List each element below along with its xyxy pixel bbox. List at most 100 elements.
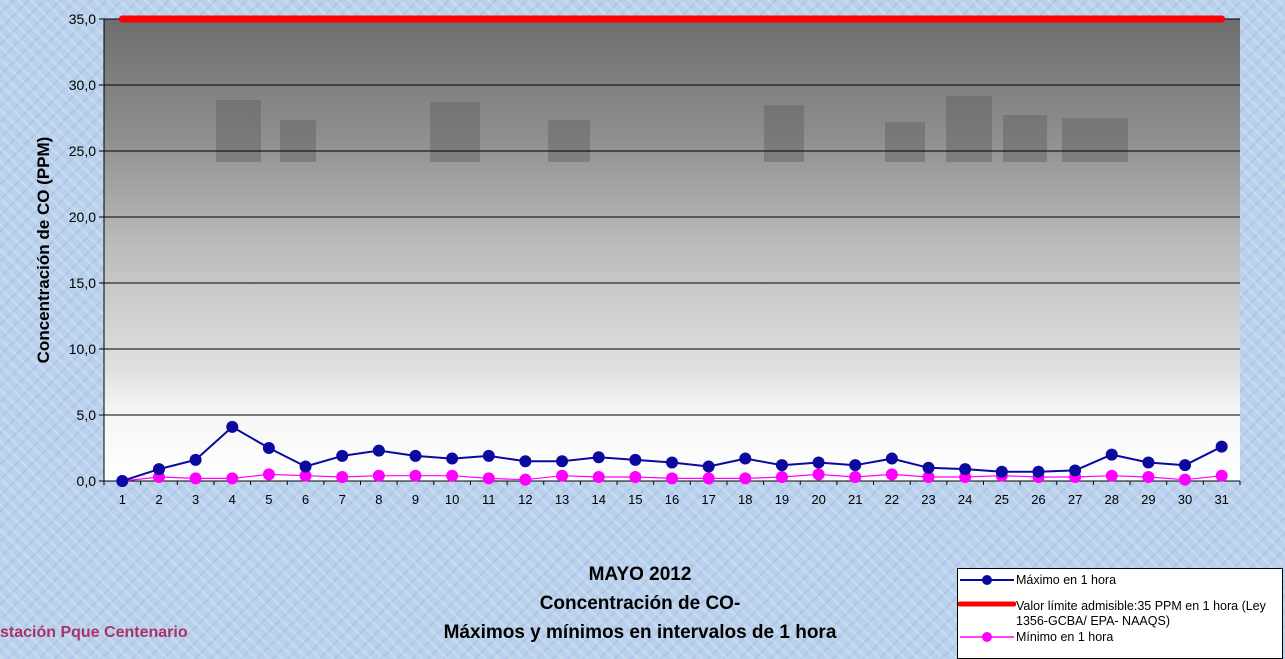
legend-label-max: Máximo en 1 hora bbox=[1016, 573, 1117, 587]
data-point-2 bbox=[299, 469, 312, 482]
data-point-0 bbox=[336, 449, 349, 462]
legend-swatch-min bbox=[960, 632, 1014, 642]
data-point-2 bbox=[629, 471, 642, 484]
legend-label-limit: Valor límite admisible:35 PPM en 1 hora … bbox=[1016, 599, 1266, 628]
data-point-2 bbox=[482, 472, 495, 485]
y-tick-label: 0,0 bbox=[77, 473, 97, 489]
y-tick-label: 10,0 bbox=[69, 341, 96, 357]
data-point-0 bbox=[519, 455, 532, 468]
data-point-2 bbox=[666, 472, 678, 485]
x-tick-label: 8 bbox=[375, 492, 382, 507]
x-tick-label: 10 bbox=[445, 492, 459, 507]
data-point-0 bbox=[629, 453, 642, 466]
x-tick-label: 9 bbox=[412, 492, 419, 507]
data-point-2 bbox=[812, 468, 825, 481]
x-tick-label: 27 bbox=[1068, 492, 1082, 507]
data-point-2 bbox=[885, 468, 898, 481]
data-point-2 bbox=[739, 472, 752, 485]
data-point-0 bbox=[1105, 448, 1118, 461]
data-point-2 bbox=[1105, 469, 1118, 482]
y-axis-label: Concentración de CO (PPM) bbox=[34, 136, 53, 364]
station-label-text: stación Pque Centenario bbox=[0, 624, 188, 641]
data-point-0 bbox=[812, 456, 825, 469]
data-point-2 bbox=[922, 471, 935, 484]
x-tick-label: 29 bbox=[1141, 492, 1155, 507]
x-tick-label: 25 bbox=[995, 492, 1009, 507]
legend-swatch-max bbox=[960, 575, 1014, 585]
data-point-0 bbox=[849, 459, 862, 472]
y-tick-label: 30,0 bbox=[69, 77, 96, 93]
x-tick-label: 22 bbox=[885, 492, 899, 507]
data-point-0 bbox=[372, 444, 385, 457]
x-tick-label: 17 bbox=[701, 492, 715, 507]
x-tick-label: 12 bbox=[518, 492, 532, 507]
data-point-0 bbox=[1215, 440, 1228, 453]
data-point-2 bbox=[1179, 473, 1192, 486]
x-tick-label: 13 bbox=[555, 492, 569, 507]
x-axis-ticks: 1 2 3 4 5 6 7 8 9 10 11 12 13 14 15 16 17 18 19 20 21 22 23 24 2… bbox=[103, 480, 1241, 507]
data-point-0 bbox=[482, 449, 495, 462]
y-tick-label: 5,0 bbox=[77, 407, 97, 423]
x-tick-label: 28 bbox=[1105, 492, 1119, 507]
legend-label-min: Mínimo en 1 hora bbox=[1016, 630, 1114, 644]
legend-swatch-limit bbox=[958, 601, 1016, 607]
x-tick-label: 6 bbox=[302, 492, 309, 507]
data-point-2 bbox=[189, 472, 202, 485]
x-tick-label: 1 bbox=[119, 492, 126, 507]
legend-item-min: Mínimo en 1 hora bbox=[958, 630, 1278, 645]
data-point-0 bbox=[262, 442, 275, 454]
data-point-0 bbox=[189, 453, 202, 466]
data-point-2 bbox=[592, 471, 605, 484]
x-tick-label: 18 bbox=[738, 492, 752, 507]
data-point-0 bbox=[592, 451, 605, 464]
x-tick-label: 11 bbox=[482, 492, 496, 507]
y-axis-ticks: 0,0 5,0 10,0 15,0 20,0 25,0 30,0 35,0 bbox=[69, 11, 105, 489]
x-tick-label: 19 bbox=[775, 492, 789, 507]
data-point-2 bbox=[849, 471, 862, 484]
data-point-2 bbox=[226, 472, 239, 485]
data-point-0 bbox=[226, 420, 239, 433]
data-point-0 bbox=[959, 463, 972, 476]
data-point-0 bbox=[885, 452, 898, 465]
data-point-0 bbox=[995, 465, 1008, 478]
station-label: stación Pque Centenario bbox=[0, 624, 330, 642]
data-point-2 bbox=[519, 473, 532, 486]
chart-title: MAYO 2012 bbox=[588, 564, 692, 585]
legend: Máximo en 1 hora Valor límite admisible:… bbox=[957, 568, 1283, 659]
x-tick-label: 2 bbox=[155, 492, 162, 507]
chart-titles: MAYO 2012 Concentración de CO- Máximos y… bbox=[444, 560, 837, 647]
data-point-2 bbox=[336, 471, 349, 484]
data-point-2 bbox=[775, 471, 788, 484]
data-point-0 bbox=[775, 459, 788, 472]
data-point-0 bbox=[1179, 459, 1192, 472]
x-tick-label: 24 bbox=[958, 492, 972, 507]
data-point-2 bbox=[702, 472, 715, 485]
chart-subtitle-2: Máximos y mínimos en intervalos de 1 hor… bbox=[443, 622, 837, 643]
data-point-0 bbox=[922, 461, 935, 474]
x-tick-label: 7 bbox=[339, 492, 346, 507]
data-point-2 bbox=[1215, 469, 1228, 482]
x-tick-label: 31 bbox=[1214, 492, 1228, 507]
x-tick-label: 15 bbox=[628, 492, 642, 507]
data-point-0 bbox=[666, 456, 678, 469]
data-point-0 bbox=[1032, 465, 1045, 478]
legend-item-max: Máximo en 1 hora bbox=[958, 573, 1278, 588]
data-point-0 bbox=[446, 452, 459, 465]
y-tick-label: 15,0 bbox=[69, 275, 96, 291]
x-tick-label: 3 bbox=[192, 492, 199, 507]
x-tick-label: 20 bbox=[811, 492, 825, 507]
x-tick-label: 5 bbox=[265, 492, 272, 507]
plot-area bbox=[104, 19, 1240, 481]
data-point-2 bbox=[409, 469, 422, 482]
legend-item-limit: Valor límite admisible:35 PPM en 1 hora … bbox=[958, 599, 1278, 629]
y-tick-label: 20,0 bbox=[69, 209, 96, 225]
data-point-0 bbox=[1069, 464, 1082, 477]
data-point-2 bbox=[262, 468, 275, 481]
x-tick-label: 14 bbox=[591, 492, 605, 507]
y-tick-label: 35,0 bbox=[69, 11, 96, 27]
data-point-0 bbox=[702, 460, 715, 473]
series-layer bbox=[116, 15, 1228, 487]
data-point-0 bbox=[299, 460, 312, 473]
skyline bbox=[216, 96, 1128, 162]
